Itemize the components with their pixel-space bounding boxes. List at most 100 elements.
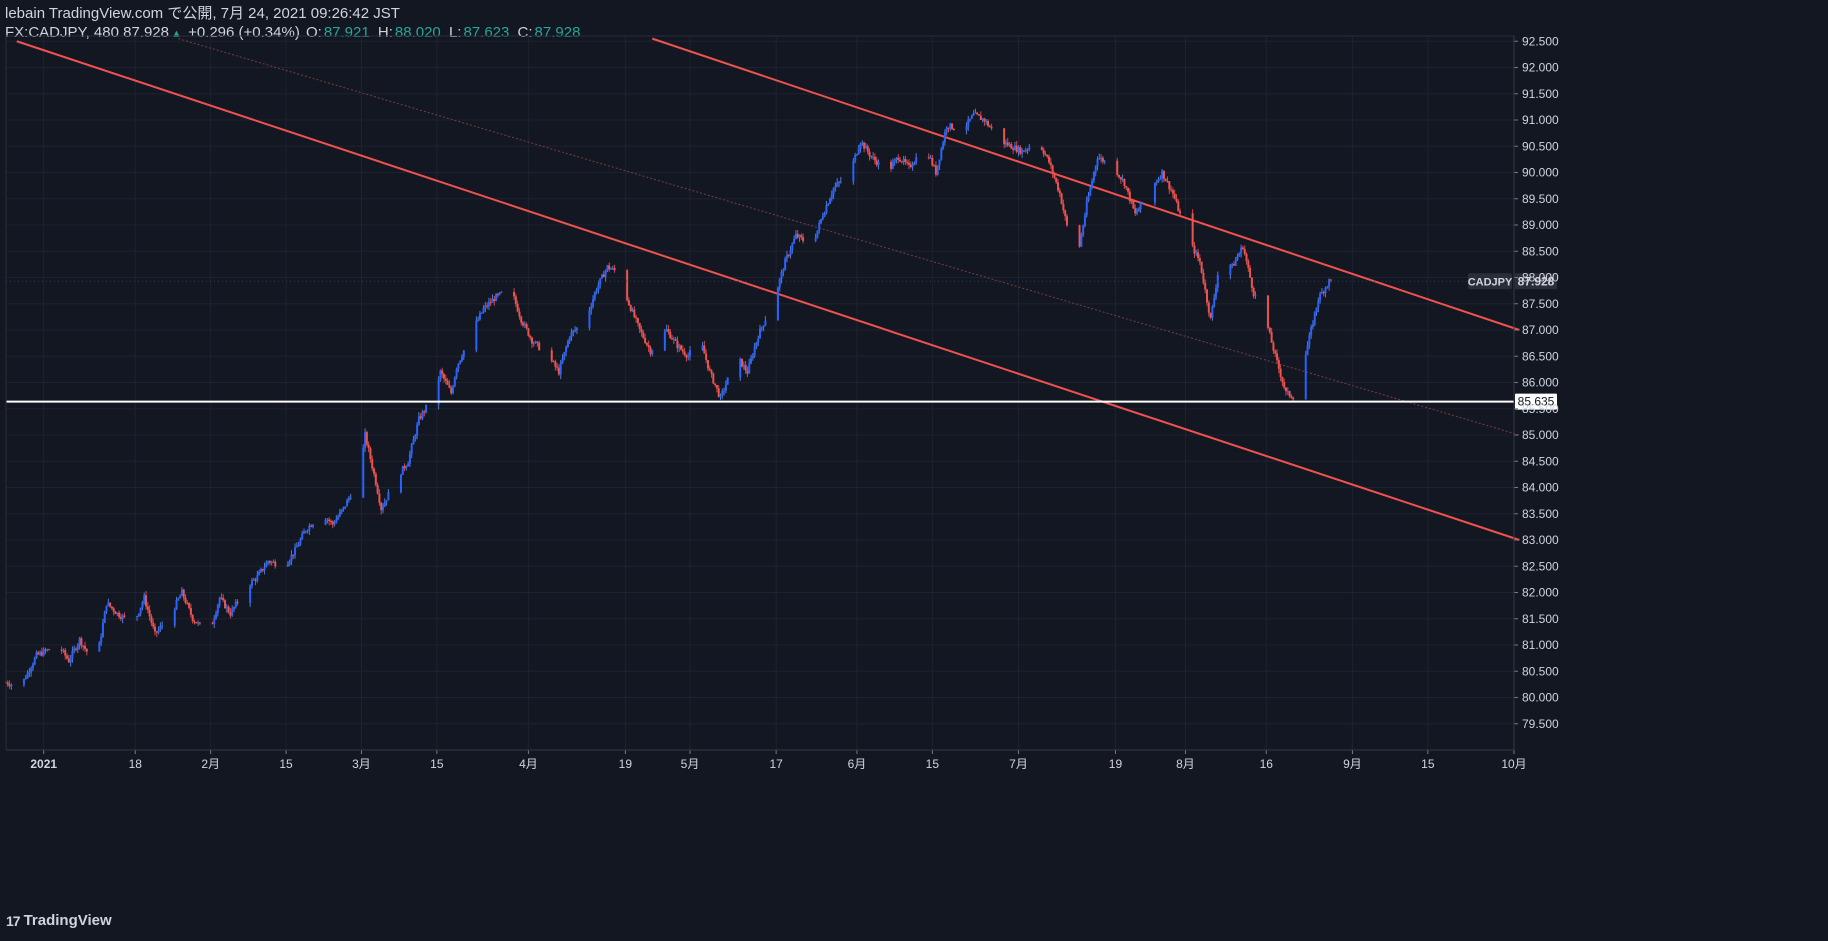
candle-body — [443, 374, 446, 379]
candle-body — [328, 519, 331, 522]
candle-body — [1055, 177, 1058, 183]
candle-body — [672, 339, 675, 341]
candle-body — [1141, 202, 1144, 204]
candle-body — [908, 162, 911, 165]
candle-body — [459, 360, 462, 364]
symbol-interval-price: FX:CADJPY, 480 87.928 — [5, 24, 169, 41]
candle-body — [1317, 300, 1320, 308]
candle-body — [118, 612, 121, 618]
x-tick-label: 2021 — [30, 757, 57, 771]
y-tick-label: 91.000 — [1522, 113, 1559, 127]
candle-body — [834, 185, 837, 189]
tradingview-logo[interactable]: 17 TradingView — [6, 912, 112, 929]
candle-body — [1313, 312, 1316, 325]
candle-body — [365, 432, 368, 445]
candle-body — [513, 291, 516, 297]
candle-body — [1022, 150, 1025, 152]
candle-body — [1308, 335, 1311, 346]
candle-body — [60, 649, 63, 651]
candle-body — [500, 291, 503, 293]
y-tick-label: 92.000 — [1522, 61, 1559, 75]
candle-body — [1057, 182, 1060, 191]
candle-body — [931, 157, 934, 166]
candle-body — [913, 162, 916, 166]
candle-body — [572, 330, 575, 333]
candle-body — [487, 302, 490, 307]
y-tick-label: 90.500 — [1522, 139, 1559, 153]
y-tick-label: 88.000 — [1522, 271, 1559, 285]
candle-body — [101, 622, 104, 637]
y-tick-label: 81.000 — [1522, 638, 1559, 652]
candle-body — [742, 365, 745, 367]
candle-body — [399, 474, 402, 493]
candle-body — [983, 118, 986, 122]
candle-body — [1159, 178, 1162, 180]
candle-body — [557, 367, 560, 375]
candle-body — [640, 328, 643, 333]
tradingview-logo-icon: 17 — [6, 912, 21, 929]
candlesticks — [5, 108, 1332, 690]
candle-body — [550, 350, 553, 362]
x-tick-label: 15 — [1421, 757, 1435, 771]
grid — [6, 36, 1515, 750]
channel-upper-line[interactable] — [651, 37, 1520, 331]
candle-body — [1177, 201, 1180, 212]
horizontal-line-layer[interactable]: 85.635 CADJPY 87.928 — [6, 273, 1557, 410]
y-tick-label: 87.000 — [1522, 323, 1559, 337]
candle-body — [378, 493, 381, 503]
candle-body — [408, 453, 411, 464]
candle-body — [1049, 162, 1052, 166]
candle-body — [570, 332, 573, 338]
candle-body — [866, 146, 869, 152]
channel-midline[interactable] — [178, 38, 1520, 436]
candle-body — [42, 649, 45, 656]
candle-body — [647, 344, 650, 348]
candle-body — [1322, 291, 1325, 294]
candle-body — [814, 237, 817, 242]
candle-body — [1231, 264, 1234, 266]
candle-body — [538, 342, 541, 351]
candle-body — [252, 579, 255, 581]
x-tick-label: 15 — [279, 757, 293, 771]
candle-body — [24, 678, 27, 680]
candle-body — [897, 157, 900, 160]
candle-body — [299, 539, 302, 545]
candle-body — [145, 595, 148, 607]
candle-body — [712, 373, 715, 384]
candle-body — [475, 320, 478, 351]
candle-body — [744, 365, 747, 371]
candle-body — [423, 411, 426, 413]
candle-body — [478, 313, 481, 320]
candle-body — [750, 358, 753, 364]
candle-body — [531, 337, 534, 344]
candle-body — [1216, 274, 1219, 288]
candle-body — [383, 502, 386, 507]
candle-body — [39, 652, 42, 655]
candle-body — [875, 160, 878, 166]
candle-body — [965, 126, 968, 130]
trend-channel[interactable] — [16, 37, 1520, 541]
candle-body — [159, 625, 162, 630]
candle-body — [816, 230, 819, 238]
candle-body — [680, 345, 683, 350]
candle-body — [837, 182, 840, 184]
horizontal-line-price-tag — [1515, 393, 1557, 410]
candle-body — [1164, 178, 1167, 182]
candle-body — [250, 580, 253, 587]
candle-body — [636, 318, 639, 324]
candle-body — [1042, 149, 1045, 154]
candle-body — [265, 562, 268, 568]
candle-body — [1004, 142, 1007, 145]
candle-body — [85, 648, 88, 652]
candle-body — [595, 290, 598, 293]
candle-body — [1132, 201, 1135, 209]
candle-body — [213, 618, 216, 624]
candle-body — [1051, 165, 1054, 174]
channel-lower-line[interactable] — [16, 40, 1520, 541]
candle-body — [493, 298, 496, 302]
change-value: +0.296 (+0.34%) — [188, 24, 300, 41]
candle-body — [1119, 177, 1122, 180]
candle-body — [6, 682, 9, 685]
candle-body — [1137, 208, 1140, 212]
